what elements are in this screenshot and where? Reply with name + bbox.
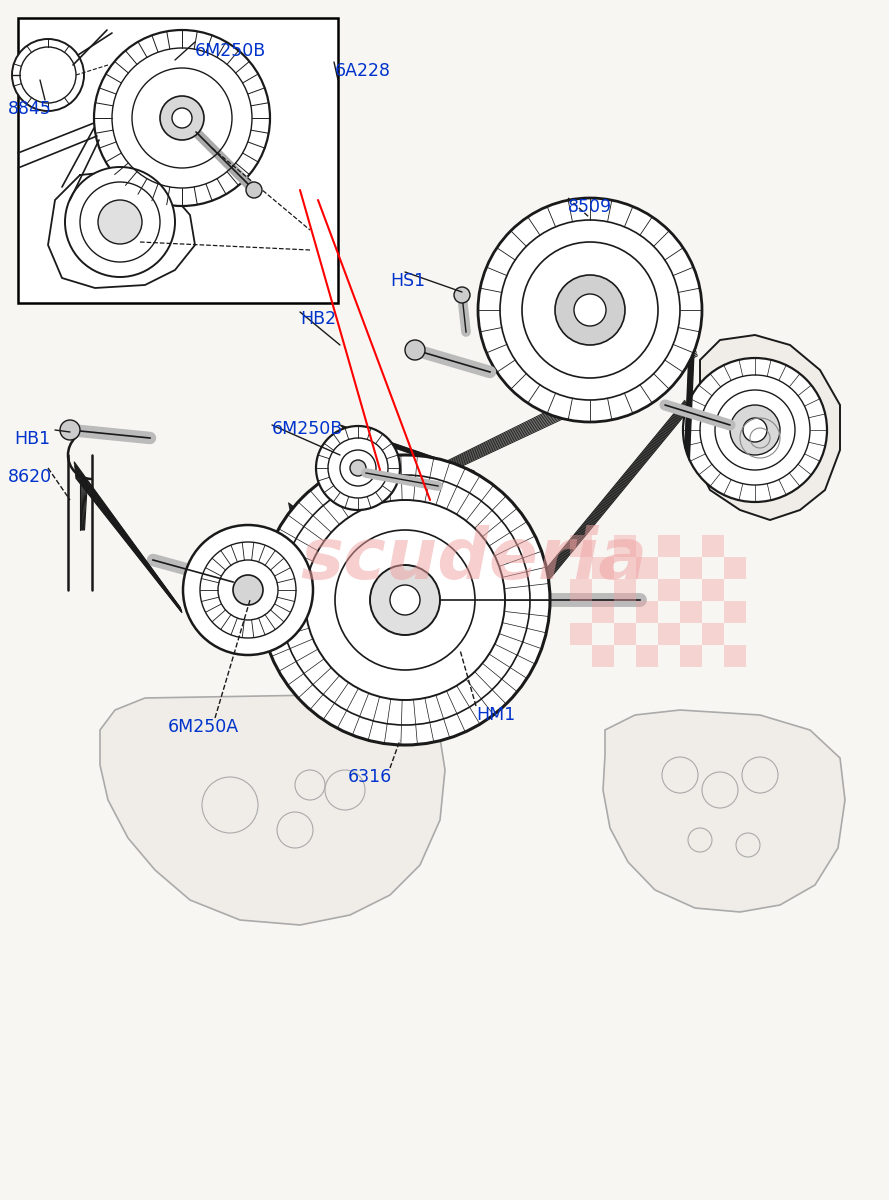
Bar	[614, 623, 636, 646]
Bar	[18, 18, 338, 302]
Text: 6A228: 6A228	[335, 62, 391, 80]
Circle shape	[98, 200, 142, 244]
Text: 6M250B: 6M250B	[272, 420, 343, 438]
Text: 6316: 6316	[348, 768, 392, 786]
Bar	[658, 623, 680, 646]
Circle shape	[390, 584, 420, 614]
Circle shape	[316, 426, 400, 510]
Circle shape	[743, 418, 767, 442]
Circle shape	[370, 565, 440, 635]
Text: 8845: 8845	[8, 100, 52, 118]
Circle shape	[405, 340, 425, 360]
Bar	[658, 578, 680, 601]
Polygon shape	[693, 335, 840, 520]
Bar	[636, 557, 658, 578]
Bar	[570, 578, 592, 601]
Text: HB2: HB2	[300, 310, 336, 328]
Circle shape	[260, 455, 550, 745]
Circle shape	[94, 30, 270, 206]
Bar	[724, 601, 746, 623]
Bar	[658, 535, 680, 557]
Circle shape	[350, 460, 366, 476]
Bar	[724, 557, 746, 578]
Circle shape	[183, 526, 313, 655]
Bar	[724, 646, 746, 667]
Bar	[680, 646, 702, 667]
Circle shape	[478, 198, 702, 422]
Circle shape	[730, 404, 780, 455]
Polygon shape	[100, 695, 445, 925]
Circle shape	[683, 358, 827, 502]
Circle shape	[233, 575, 263, 605]
Text: 6M250A: 6M250A	[168, 718, 239, 736]
Text: 8620: 8620	[8, 468, 52, 486]
Bar	[570, 623, 592, 646]
Text: 8509: 8509	[568, 198, 613, 216]
Circle shape	[574, 294, 606, 326]
Bar	[592, 646, 614, 667]
Bar	[592, 557, 614, 578]
Circle shape	[12, 38, 84, 110]
Bar	[702, 623, 724, 646]
Bar	[614, 578, 636, 601]
Circle shape	[60, 420, 80, 440]
Text: HM1: HM1	[476, 706, 516, 724]
Bar	[636, 646, 658, 667]
Polygon shape	[603, 710, 845, 912]
Bar	[702, 578, 724, 601]
Circle shape	[65, 167, 175, 277]
Text: 6M250B: 6M250B	[195, 42, 266, 60]
Bar	[702, 535, 724, 557]
Bar	[592, 601, 614, 623]
Text: HS1: HS1	[390, 272, 425, 290]
Bar	[680, 601, 702, 623]
Bar	[614, 535, 636, 557]
Text: scuderia: scuderia	[300, 526, 647, 594]
Bar	[636, 601, 658, 623]
Text: HB1: HB1	[14, 430, 50, 448]
Circle shape	[172, 108, 192, 128]
Circle shape	[246, 182, 262, 198]
Circle shape	[555, 275, 625, 346]
Circle shape	[454, 287, 470, 302]
Bar	[680, 557, 702, 578]
Circle shape	[160, 96, 204, 140]
Bar	[570, 535, 592, 557]
